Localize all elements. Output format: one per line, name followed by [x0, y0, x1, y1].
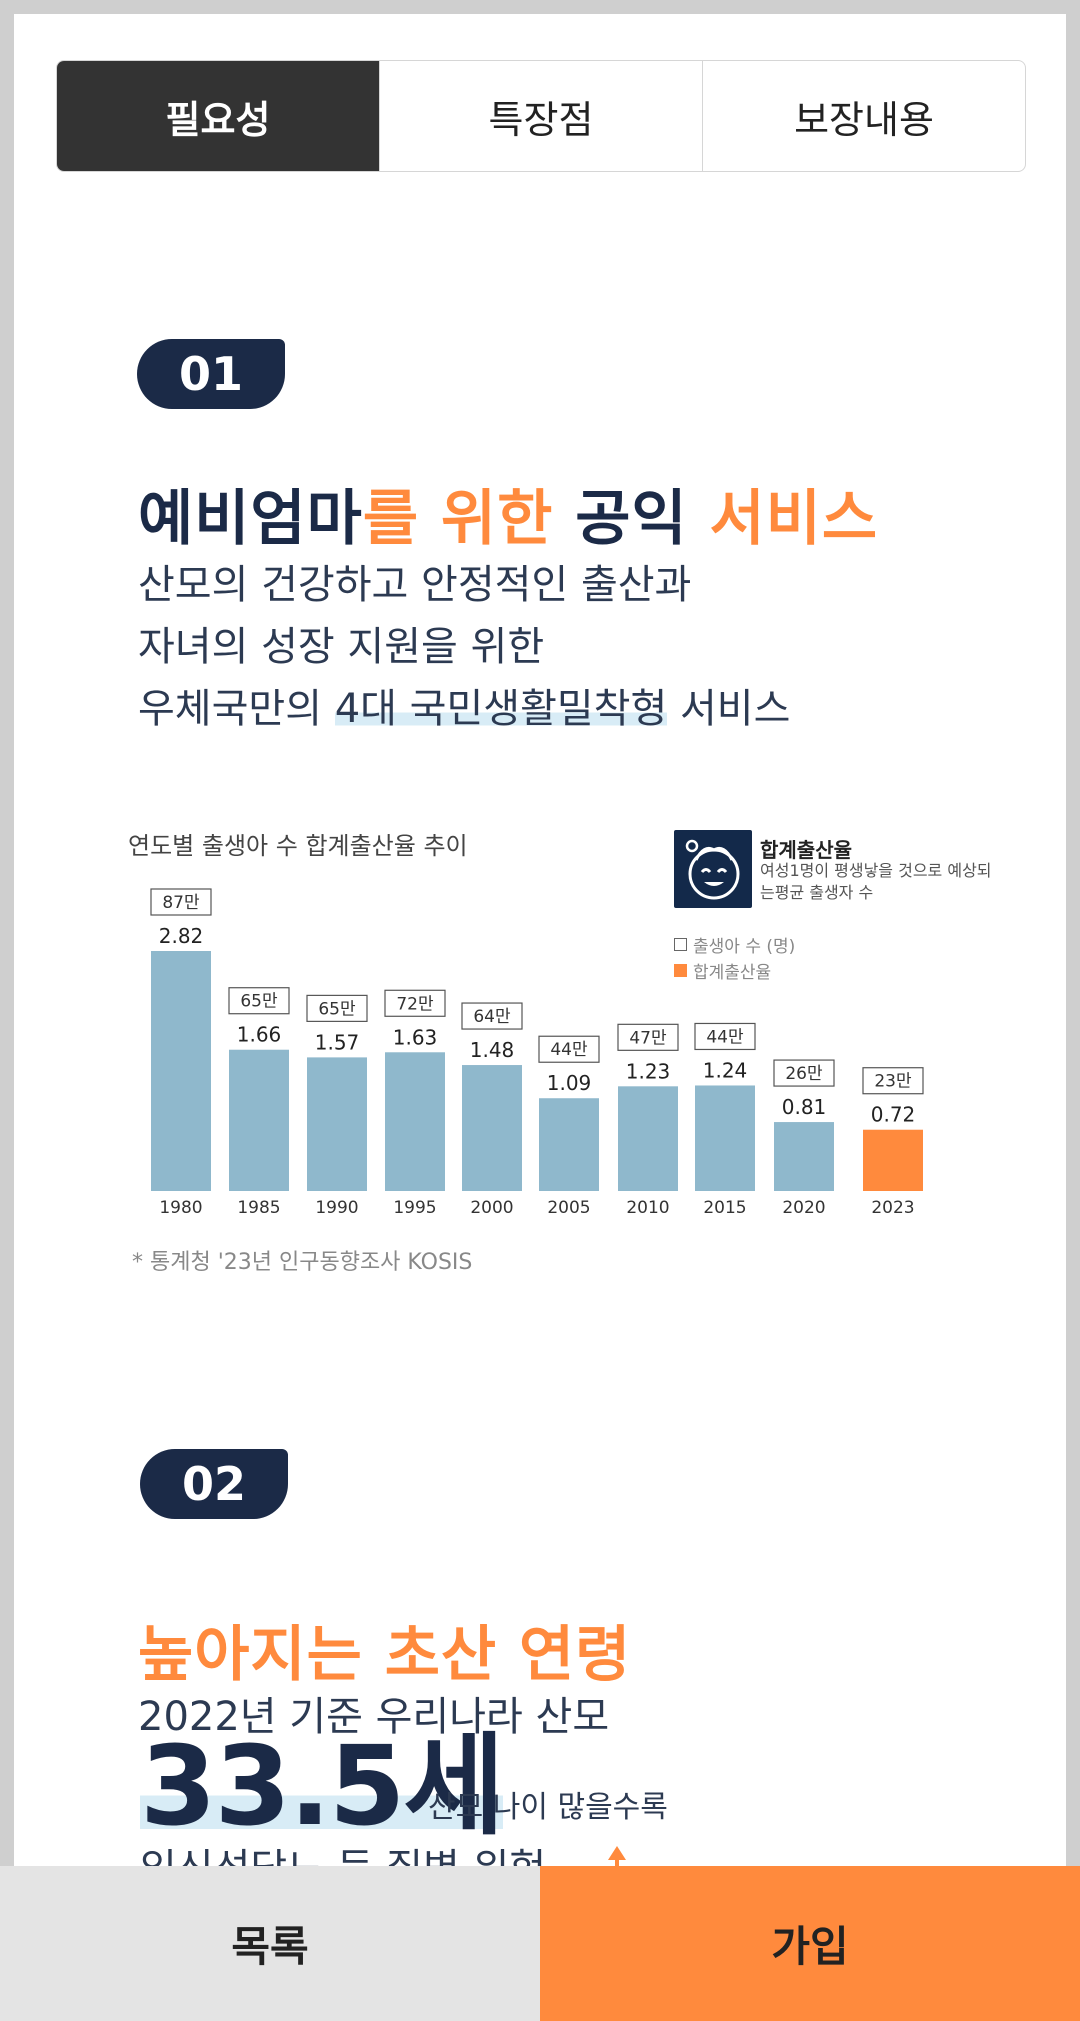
births-label-1985: 65만: [240, 992, 278, 1012]
tab-features[interactable]: 특장점: [379, 61, 702, 171]
legend-label-births: 출생아 수 (명): [693, 937, 796, 957]
births-label-1995: 72만: [396, 994, 434, 1014]
tab-necessity[interactable]: 필요성: [57, 61, 379, 171]
x-tick-1980: 1980: [159, 1198, 202, 1218]
bar-1980: [151, 951, 211, 1191]
section-badge-02: 02: [140, 1449, 288, 1519]
value-label-2020: 0.81: [782, 1095, 827, 1119]
first-birth-age: 33.5세: [140, 1722, 505, 1850]
x-tick-2015: 2015: [703, 1198, 746, 1218]
births-box-2015: [694, 1022, 756, 1051]
births-box-2020: [773, 1059, 835, 1087]
value-label-1980: 2.82: [159, 924, 204, 948]
bar-2000: [462, 1065, 522, 1191]
legend-swatch-fertility: [674, 964, 687, 977]
bar-2015: [695, 1085, 755, 1191]
x-tick-2000: 2000: [470, 1198, 513, 1218]
births-box-1995: [384, 989, 446, 1017]
births-box-2000: [461, 1002, 523, 1030]
births-box-2010: [617, 1023, 679, 1051]
baby-face-icon: [674, 830, 752, 908]
births-box-1980: [150, 888, 212, 916]
births-label-2010: 47만: [629, 1028, 667, 1048]
chart-source: * 통계청 '23년 인구동향조사 KOSIS: [132, 1250, 473, 1275]
bar-2020: [774, 1122, 834, 1191]
births-label-1980: 87만: [162, 893, 200, 913]
births-label-2023: 23만: [874, 1072, 912, 1092]
content-page: 필요성 특장점 보장내용 01 예비엄마를 위한 공익 서비스 산모의 건강하고…: [14, 14, 1066, 2021]
births-box-2005: [538, 1035, 600, 1063]
age-note: 산모 나이 많을수록: [428, 1790, 668, 1825]
tab-coverage[interactable]: 보장내용: [702, 61, 1025, 171]
value-label-2000: 1.48: [470, 1038, 515, 1062]
legend-item-fertility: 합계출산율: [674, 958, 771, 983]
legend-item-births: 출생아 수 (명): [674, 932, 795, 957]
section1-description: 산모의 건강하고 안정적인 출산과 자녀의 성장 지원을 위한 우체국만의 4대…: [138, 554, 790, 740]
x-tick-2010: 2010: [626, 1198, 669, 1218]
bar-2023: [863, 1129, 923, 1191]
births-label-2000: 64만: [473, 1007, 511, 1027]
value-label-2023: 0.72: [871, 1103, 916, 1127]
births-label-1990: 65만: [318, 999, 356, 1019]
bar-1995: [385, 1052, 445, 1191]
heading-part-2: 를 위한: [362, 484, 576, 554]
desc-line-2: 자녀의 성장 지원을 위한: [138, 624, 545, 670]
births-box-2023: [862, 1067, 924, 1095]
section-badge-01: 01: [137, 339, 285, 409]
value-label-2015: 1.24: [703, 1058, 748, 1082]
bar-2005: [539, 1098, 599, 1191]
join-button[interactable]: 가입: [540, 1866, 1080, 2021]
desc-line-3-suffix: 서비스: [667, 686, 791, 732]
births-box-1985: [228, 987, 290, 1015]
desc-line-1: 산모의 건강하고 안정적인 출산과: [138, 562, 692, 608]
desc-line-3: 우체국만의 4대 국민생활밀착형 서비스: [138, 678, 790, 740]
x-tick-1995: 1995: [393, 1198, 436, 1218]
x-tick-2020: 2020: [782, 1198, 825, 1218]
heading-part-1: 예비엄마: [138, 484, 363, 554]
value-label-2010: 1.23: [626, 1059, 671, 1083]
value-label-1985: 1.66: [237, 1023, 282, 1047]
section1-heading: 예비엄마를 위한 공익 서비스: [138, 470, 878, 557]
value-label-1990: 1.57: [315, 1030, 360, 1054]
heading-part-3: 공익: [575, 484, 710, 554]
desc-line-3-prefix: 우체국만의: [138, 686, 335, 732]
births-label-2015: 44만: [706, 1027, 744, 1047]
value-label-2005: 1.09: [547, 1071, 592, 1095]
x-tick-2023: 2023: [871, 1198, 914, 1218]
desc-highlight: 4대 국민생활밀착형: [334, 686, 668, 732]
births-box-1990: [306, 994, 368, 1022]
legend-label-fertility: 합계출산율: [693, 963, 772, 983]
x-tick-1990: 1990: [315, 1198, 358, 1218]
x-tick-1985: 1985: [237, 1198, 280, 1218]
bar-1985: [229, 1049, 289, 1191]
births-label-2020: 26만: [785, 1064, 823, 1084]
legend-title: 합계출산율: [760, 838, 852, 862]
bottom-action-bar: 목록 가입: [0, 1866, 1080, 2021]
heading-part-4: 서비스: [709, 484, 879, 554]
bar-2010: [618, 1086, 678, 1191]
legend-swatch-births: [674, 938, 687, 951]
birth-rate-bar-chart: 2.82 87만 1980 1.66 65만 1985 1.57 65만 1990 1.63 72만…: [150, 888, 924, 1218]
births-label-2005: 44만: [550, 1040, 588, 1060]
legend-description: 여성1명이 평생낳을 것으로 예상되는평균 출생자 수: [760, 861, 992, 902]
bar-1990: [307, 1057, 367, 1191]
x-tick-2005: 2005: [547, 1198, 590, 1218]
section2-heading: 높아지는 초산 연령: [138, 1620, 632, 1690]
list-button[interactable]: 목록: [0, 1866, 540, 2021]
value-label-1995: 1.63: [393, 1025, 438, 1049]
tab-bar: 필요성 특장점 보장내용: [56, 60, 1026, 172]
chart-title: 연도별 출생아 수 합계출산율 추이: [128, 832, 468, 860]
